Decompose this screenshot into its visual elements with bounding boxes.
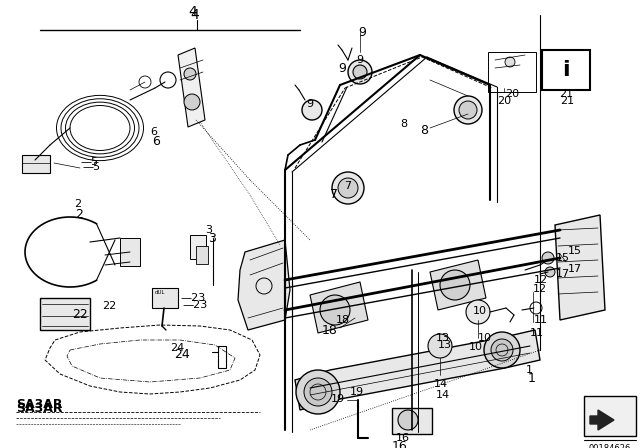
Text: 4: 4 xyxy=(190,8,199,22)
Circle shape xyxy=(491,339,513,361)
Text: 16: 16 xyxy=(396,433,410,443)
Text: 9: 9 xyxy=(338,62,346,75)
Text: 24: 24 xyxy=(174,348,189,361)
Polygon shape xyxy=(178,48,205,127)
Text: —5: —5 xyxy=(80,157,98,167)
Text: 14: 14 xyxy=(436,390,450,400)
Text: 7: 7 xyxy=(330,188,338,201)
Circle shape xyxy=(296,370,340,414)
Circle shape xyxy=(332,172,364,204)
Text: 9: 9 xyxy=(358,26,366,39)
Text: 20: 20 xyxy=(505,89,519,99)
Text: 19: 19 xyxy=(331,394,345,404)
Text: 6: 6 xyxy=(150,127,157,137)
Text: 13: 13 xyxy=(438,340,452,350)
Bar xyxy=(190,235,206,259)
Circle shape xyxy=(184,68,196,80)
Bar xyxy=(22,155,50,173)
Circle shape xyxy=(302,100,322,120)
Text: 1: 1 xyxy=(528,372,536,385)
Text: 9: 9 xyxy=(306,99,313,109)
Text: 4: 4 xyxy=(189,5,197,19)
Polygon shape xyxy=(430,260,486,310)
Text: 13: 13 xyxy=(436,333,450,343)
Text: 00184626: 00184626 xyxy=(589,444,631,448)
Circle shape xyxy=(338,178,358,198)
Text: 2: 2 xyxy=(75,208,83,221)
Text: SA3AR: SA3AR xyxy=(16,402,63,415)
Text: 11: 11 xyxy=(534,315,548,325)
Text: 6: 6 xyxy=(152,135,160,148)
Circle shape xyxy=(484,332,520,368)
Bar xyxy=(218,346,226,368)
Bar xyxy=(488,52,536,92)
Text: 16: 16 xyxy=(392,440,408,448)
Polygon shape xyxy=(295,330,540,410)
Text: 18: 18 xyxy=(322,324,338,337)
Bar xyxy=(542,50,590,90)
Text: 24: 24 xyxy=(170,343,184,353)
Text: 12: 12 xyxy=(534,275,548,285)
Polygon shape xyxy=(555,215,605,320)
Text: 17: 17 xyxy=(556,269,570,279)
Circle shape xyxy=(320,295,350,325)
Text: 8: 8 xyxy=(420,124,428,137)
Text: —23: —23 xyxy=(180,293,205,303)
Polygon shape xyxy=(310,282,368,333)
Text: 3: 3 xyxy=(208,232,216,245)
Circle shape xyxy=(440,270,470,300)
Circle shape xyxy=(545,267,555,277)
Text: 10: 10 xyxy=(473,306,487,316)
Circle shape xyxy=(353,65,367,79)
Circle shape xyxy=(542,252,554,264)
Text: 3: 3 xyxy=(205,225,212,235)
Text: 18: 18 xyxy=(336,315,350,325)
Text: 15: 15 xyxy=(556,253,570,263)
Circle shape xyxy=(184,94,200,110)
Text: 10: 10 xyxy=(478,333,492,343)
Text: 8: 8 xyxy=(400,119,407,129)
Bar xyxy=(584,396,636,436)
Text: 17: 17 xyxy=(568,264,582,274)
Text: 9: 9 xyxy=(356,55,363,65)
Bar xyxy=(120,238,140,266)
Polygon shape xyxy=(238,240,290,330)
Circle shape xyxy=(304,378,332,406)
Text: 22: 22 xyxy=(102,301,116,311)
Text: i: i xyxy=(562,60,570,80)
Circle shape xyxy=(505,57,515,67)
Bar xyxy=(152,288,178,308)
Text: 22: 22 xyxy=(72,308,88,321)
Text: 1: 1 xyxy=(526,365,533,375)
Text: SA3AR: SA3AR xyxy=(16,397,63,410)
Text: 21: 21 xyxy=(559,89,573,99)
Bar xyxy=(196,246,208,264)
Text: 14: 14 xyxy=(434,379,448,389)
Circle shape xyxy=(459,101,477,119)
Text: 11: 11 xyxy=(530,328,544,338)
Circle shape xyxy=(454,96,482,124)
Circle shape xyxy=(398,410,418,430)
Polygon shape xyxy=(590,410,614,430)
Bar xyxy=(392,408,432,434)
Circle shape xyxy=(466,300,490,324)
Text: —23: —23 xyxy=(182,300,207,310)
Text: 21: 21 xyxy=(560,96,574,106)
Text: 20: 20 xyxy=(497,96,511,106)
Circle shape xyxy=(428,334,452,358)
Text: 19: 19 xyxy=(350,387,364,397)
Bar xyxy=(40,298,90,330)
Text: 15: 15 xyxy=(568,246,582,256)
Text: 10: 10 xyxy=(469,342,483,352)
Text: 12: 12 xyxy=(533,284,547,294)
Text: 7: 7 xyxy=(344,181,351,191)
Text: dUL: dUL xyxy=(155,290,166,295)
Text: —5: —5 xyxy=(82,162,100,172)
Circle shape xyxy=(348,60,372,84)
Text: 2: 2 xyxy=(74,199,81,209)
